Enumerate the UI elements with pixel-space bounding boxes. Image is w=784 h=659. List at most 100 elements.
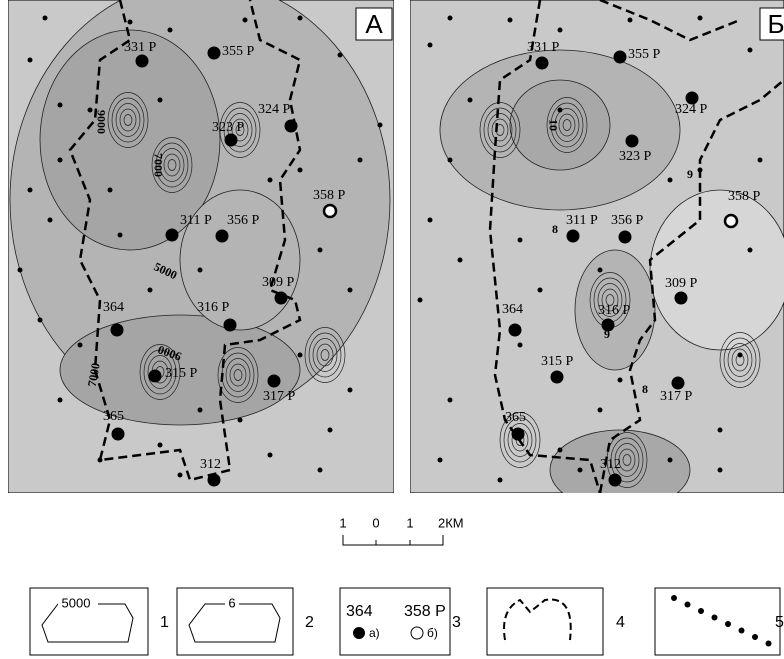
observation-point: [58, 398, 63, 403]
well-filled: [672, 377, 684, 389]
legend-sample: 364: [346, 603, 373, 620]
observation-point: [198, 408, 203, 413]
observation-point: [428, 218, 433, 223]
well-label: 312: [600, 457, 621, 472]
observation-point: [578, 468, 583, 473]
observation-point: [748, 48, 753, 53]
observation-point: [558, 448, 563, 453]
legend-dot: [685, 602, 691, 608]
well-filled: [675, 292, 687, 304]
well-label: 364: [502, 302, 523, 317]
well-filled: [208, 47, 220, 59]
observation-point: [118, 233, 123, 238]
observation-point: [618, 378, 623, 383]
observation-point: [298, 16, 303, 21]
well-label: 317 P: [263, 389, 296, 404]
well-open: [324, 205, 336, 217]
observation-point: [158, 443, 163, 448]
observation-point: [378, 123, 383, 128]
observation-point: [348, 288, 353, 293]
observation-point: [558, 28, 563, 33]
observation-point: [268, 178, 273, 183]
legend: [30, 588, 780, 655]
observation-point: [748, 248, 753, 253]
well-label: 356 P: [611, 213, 644, 228]
observation-point: [148, 288, 153, 293]
observation-point: [338, 53, 343, 58]
well-label: 316 P: [598, 303, 631, 318]
well-filled: [136, 55, 148, 67]
well-filled: [509, 324, 521, 336]
well-filled: [551, 371, 563, 383]
observation-point: [428, 43, 433, 48]
legend-dot: [739, 628, 745, 634]
well-label: 331 P: [527, 40, 560, 55]
well-filled: [224, 319, 236, 331]
contour-label: 8: [552, 222, 558, 236]
observation-point: [468, 98, 473, 103]
well-filled: [567, 230, 579, 242]
observation-point: [28, 58, 33, 63]
well-filled: [208, 474, 220, 486]
observation-point: [698, 168, 703, 173]
observation-point: [738, 353, 743, 358]
panel-letter: А: [365, 9, 383, 39]
observation-point: [598, 408, 603, 413]
observation-point: [348, 388, 353, 393]
legend-sample: 6: [228, 595, 235, 610]
well-filled: [285, 120, 297, 132]
legend-number: 3: [452, 614, 461, 631]
observation-point: [458, 258, 463, 263]
observation-point: [168, 28, 173, 33]
well-open: [725, 215, 737, 227]
panel-b: 109898331 P355 P324 P323 P358 P311 P356 …: [410, 0, 784, 510]
observation-point: [518, 238, 523, 243]
observation-point: [78, 343, 83, 348]
observation-point: [238, 418, 243, 423]
observation-point: [128, 20, 133, 25]
scale-tick: 1: [339, 515, 346, 530]
well-filled: [166, 229, 178, 241]
legend-dot: [766, 641, 772, 647]
observation-point: [718, 428, 723, 433]
well-filled: [609, 474, 621, 486]
well-filled: [149, 370, 161, 382]
well-filled: [225, 134, 237, 146]
well-label: 311 P: [180, 213, 212, 228]
observation-point: [18, 268, 23, 273]
well-label: 309 P: [262, 275, 295, 290]
contour-zone: [650, 190, 784, 350]
observation-point: [43, 16, 48, 21]
contour-label: 8: [642, 382, 648, 396]
panel-a: 90007000500090007000331 P355 P324 P323 P…: [8, 0, 394, 493]
well-label: 317 P: [660, 389, 693, 404]
observation-point: [198, 268, 203, 273]
well-label: 364: [103, 300, 124, 315]
observation-point: [58, 158, 63, 163]
scale-bar: [343, 535, 443, 545]
observation-point: [158, 98, 163, 103]
well-filled: [275, 292, 287, 304]
panel-letter: Б: [767, 9, 784, 39]
well-filled: [111, 324, 123, 336]
well-filled: [536, 57, 548, 69]
scale-tick: 0: [372, 515, 379, 530]
observation-point: [28, 188, 33, 193]
well-label: 355 P: [628, 47, 661, 62]
legend-dot: [712, 615, 718, 621]
observation-point: [498, 478, 503, 483]
observation-point: [298, 353, 303, 358]
legend-marker: а): [369, 626, 380, 640]
well-label: 315 P: [541, 354, 574, 369]
well-label: 365: [505, 410, 526, 425]
well-label: 355 P: [222, 44, 255, 59]
well-filled: [268, 375, 280, 387]
well-label: 315 P: [165, 366, 198, 381]
scale-tick: 2КМ: [438, 515, 464, 530]
observation-point: [243, 18, 248, 23]
well-label: 323 P: [619, 149, 652, 164]
well-label: 331 P: [124, 40, 157, 55]
legend-dot: [725, 621, 731, 627]
legend-number: 1: [160, 614, 169, 631]
observation-point: [668, 178, 673, 183]
